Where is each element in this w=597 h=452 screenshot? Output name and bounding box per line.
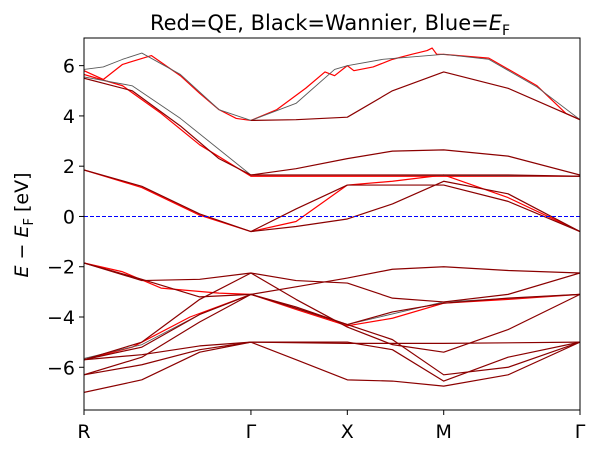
x-tick-label: Γ	[575, 421, 586, 443]
x-tick-label: R	[77, 421, 90, 443]
y-tick-label: −6	[47, 357, 75, 379]
band-line	[84, 272, 580, 361]
band-line	[84, 293, 580, 361]
band-line	[84, 341, 580, 382]
band-line	[84, 169, 580, 233]
band-line	[250, 71, 580, 122]
band-line	[84, 341, 580, 393]
ylabel-var2: E	[11, 226, 33, 238]
y-axis-label: E − EF [eV]	[11, 172, 37, 277]
y-tick-label: 0	[63, 206, 75, 228]
band-line	[250, 149, 580, 176]
band-line	[84, 293, 580, 361]
band-line	[84, 293, 580, 376]
ylabel-minus: −	[11, 238, 33, 266]
bands-group	[84, 47, 580, 393]
band-line	[84, 73, 580, 177]
ylabel-sub: F	[22, 218, 37, 225]
y-tick-label: −4	[47, 307, 75, 329]
y-tick-label: 4	[63, 106, 75, 128]
band-line	[84, 262, 580, 298]
plot-frame	[83, 37, 581, 411]
band-line	[84, 77, 580, 177]
y-tick-label: 6	[63, 56, 75, 78]
band-line	[84, 262, 580, 303]
title-prefix: Red=QE, Black=Wannier, Blue=	[150, 11, 489, 35]
y-tick-label: −2	[47, 257, 75, 279]
band-line	[84, 293, 580, 359]
band-line	[84, 169, 580, 233]
ylabel-var1: E	[11, 266, 33, 278]
x-tick-label: M	[436, 421, 452, 443]
y-tick-label: 2	[63, 156, 75, 178]
title-var: E	[489, 11, 503, 35]
ylabel-suffix: [eV]	[11, 172, 33, 218]
band-line	[84, 262, 251, 295]
x-tick-label: Γ	[246, 421, 257, 443]
band-line	[84, 52, 580, 121]
chart-title: Red=QE, Black=Wannier, Blue=EF	[150, 11, 510, 39]
band-line	[250, 180, 580, 233]
title-sub: F	[502, 23, 510, 39]
axes-group: −6 −4 −2 0 2 4 6 R Γ X M Γ	[47, 37, 586, 443]
x-tick-label: X	[341, 421, 354, 443]
